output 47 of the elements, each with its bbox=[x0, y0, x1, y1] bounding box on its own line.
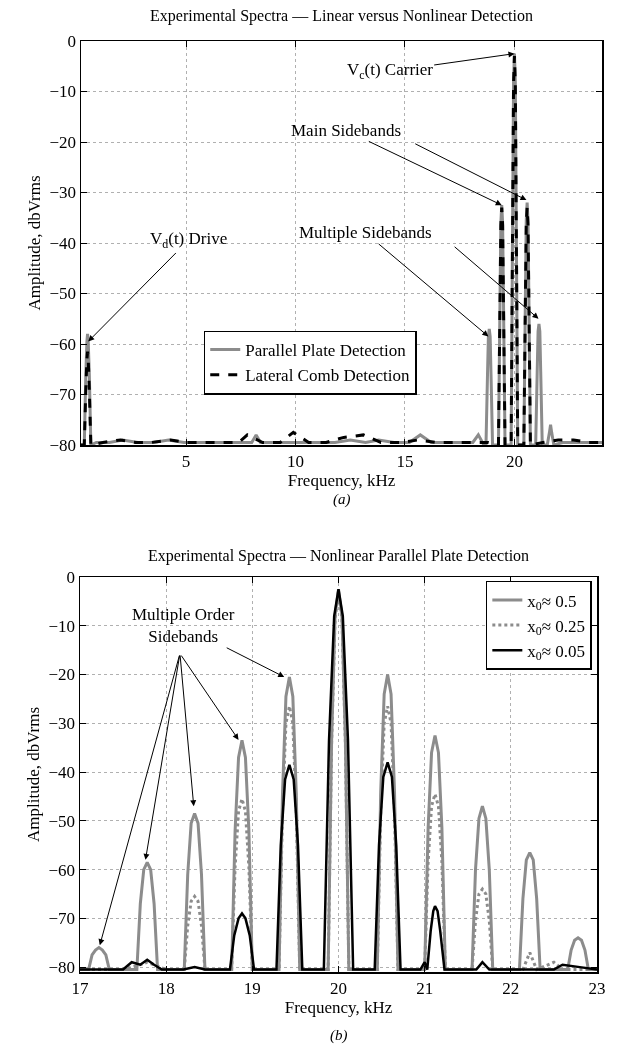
y-tick-label: −20 bbox=[48, 665, 76, 685]
chart-title: Experimental Spectra — Nonlinear Parallel Plate Detection bbox=[147, 546, 530, 565]
y-tick-label: −40 bbox=[48, 763, 76, 783]
x-tick-label: 18 bbox=[157, 978, 175, 998]
legend-label: x$_{0}$≈ 0.05 bbox=[527, 641, 586, 664]
x-tick-label: 17 bbox=[71, 978, 89, 998]
annotation: Multiple Sidebands bbox=[299, 223, 432, 242]
y-tick-label: −70 bbox=[48, 909, 76, 929]
y-tick-label: −30 bbox=[48, 714, 76, 734]
chart-title: Experimental Spectra — Linear versus Nonlinear Detection bbox=[150, 6, 533, 25]
y-tick-label: −20 bbox=[49, 132, 77, 152]
x-axis-title: Frequency, kHz bbox=[284, 997, 393, 1017]
y-tick-label: −40 bbox=[49, 233, 77, 253]
y-tick-label: −70 bbox=[49, 385, 77, 405]
annotation: V$_{c}$(t) Carrier bbox=[347, 60, 434, 82]
x-tick-label: 5 bbox=[181, 451, 191, 471]
y-tick-label: −50 bbox=[49, 284, 77, 304]
x-tick-label: 20 bbox=[330, 978, 347, 998]
annotation: Multiple Order Sidebands bbox=[132, 605, 235, 647]
legend-label: Parallel Plate Detection bbox=[245, 341, 407, 361]
y-tick-label: −60 bbox=[48, 860, 76, 880]
y-tick-label: −60 bbox=[49, 334, 77, 354]
text: (b) bbox=[330, 1027, 348, 1044]
x-tick-label: 23 bbox=[588, 978, 606, 998]
x-tick-label: 10 bbox=[287, 451, 305, 471]
x-tick-label: 21 bbox=[416, 978, 434, 998]
y-tick-label: −30 bbox=[49, 183, 77, 203]
y-tick-label: −10 bbox=[48, 616, 76, 636]
x-tick-label: 20 bbox=[505, 451, 523, 471]
x-axis-title: Frequency, kHz bbox=[287, 470, 396, 490]
text: (a) bbox=[333, 491, 351, 508]
legend-label: Lateral Comb Detection bbox=[245, 366, 411, 386]
x-tick-label: 19 bbox=[243, 978, 261, 998]
y-tick-label: −10 bbox=[49, 82, 77, 102]
y-axis-title: Amplitude, dbVrms bbox=[24, 707, 44, 842]
y-tick-label: −50 bbox=[48, 811, 76, 831]
legend-label: x$_{0}$≈ 0.25 bbox=[527, 616, 586, 639]
y-tick-label: −80 bbox=[49, 435, 77, 455]
legend-label: x$_{0}$≈ 0.5 bbox=[527, 591, 577, 614]
y-tick-label: −80 bbox=[48, 958, 76, 978]
annotation: Main Sidebands bbox=[291, 121, 402, 140]
y-tick-label: 0 bbox=[66, 567, 76, 587]
annotation: V$_{d}$(t) Drive bbox=[150, 229, 228, 251]
x-tick-label: 15 bbox=[396, 451, 414, 471]
y-axis-title: Amplitude, dbVrms bbox=[25, 175, 45, 311]
y-tick-label: 0 bbox=[67, 31, 77, 51]
x-tick-label: 22 bbox=[502, 978, 520, 998]
